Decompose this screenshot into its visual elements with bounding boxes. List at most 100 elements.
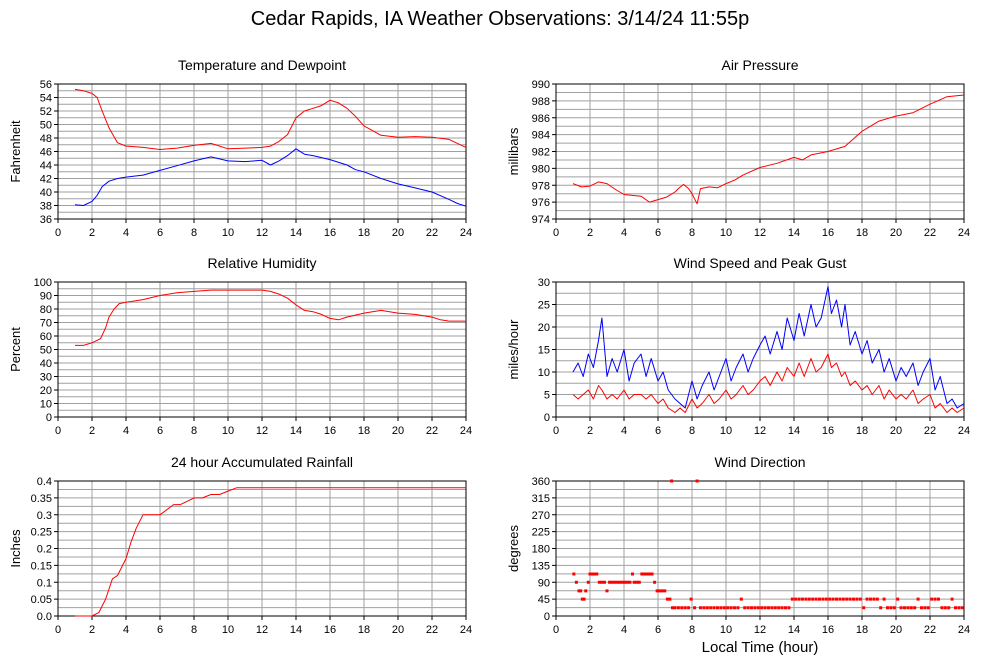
- data-point: [882, 597, 886, 601]
- page-title: Cedar Rapids, IA Weather Observations: 3…: [250, 8, 750, 30]
- data-point: [933, 597, 937, 601]
- data-point: [574, 580, 578, 584]
- x-tick-label: 4: [123, 624, 129, 636]
- x-tick-label: 16: [324, 624, 336, 636]
- data-point: [750, 606, 753, 610]
- x-tick-label: 2: [587, 624, 593, 636]
- y-tick-label: 90: [40, 291, 52, 303]
- y-tick-label: 60: [40, 331, 52, 343]
- x-tick-label: 18: [358, 425, 370, 437]
- y-tick-label: 0.4: [37, 476, 52, 488]
- x-tick-label: 18: [856, 624, 868, 636]
- data-point: [855, 597, 859, 601]
- data-point: [582, 597, 586, 601]
- y-axis-label: miles/hour: [506, 319, 521, 380]
- x-tick-label: 18: [856, 425, 868, 437]
- y-tick-label: 315: [532, 493, 550, 505]
- data-point: [642, 572, 646, 576]
- data-point: [610, 580, 614, 584]
- x-tick-label: 18: [358, 624, 370, 636]
- data-point: [926, 606, 930, 610]
- x-tick-label: 14: [788, 624, 800, 636]
- x-tick-label: 14: [290, 227, 302, 239]
- data-point: [923, 606, 927, 610]
- data-point: [886, 606, 889, 610]
- wind-direction-chart: 0 2 4 6 8 10 12 14 16 18 20 22 240459013518022527031…: [506, 454, 970, 636]
- data-point: [743, 606, 747, 610]
- x-tick-label: 8: [689, 227, 695, 239]
- data-point: [784, 606, 787, 610]
- data-point: [608, 580, 612, 584]
- x-tick-label: 10: [720, 425, 732, 437]
- x-tick-label: 4: [123, 227, 129, 239]
- y-tick-label: 984: [532, 130, 550, 142]
- data-point: [640, 572, 644, 576]
- data-point: [787, 606, 791, 610]
- x-tick-label: 24: [460, 425, 472, 437]
- data-point: [631, 572, 634, 576]
- series-line: [74, 148, 467, 207]
- data-point: [896, 597, 900, 601]
- x-tick-label: 24: [958, 227, 970, 239]
- x-tick-label: 14: [788, 227, 800, 239]
- x-tick-label: 2: [89, 624, 95, 636]
- data-point: [584, 589, 588, 593]
- data-point: [653, 580, 657, 584]
- data-point: [903, 606, 906, 610]
- data-point: [665, 597, 669, 601]
- data-point: [848, 597, 852, 601]
- x-tick-label: 0: [55, 227, 61, 239]
- data-point: [702, 606, 706, 610]
- x-tick-label: 16: [324, 425, 336, 437]
- data-point: [645, 572, 649, 576]
- data-point: [821, 597, 825, 601]
- y-tick-label: 42: [40, 174, 52, 186]
- y-tick-label: 0.25: [31, 527, 52, 539]
- data-point: [872, 597, 876, 601]
- data-point: [801, 597, 804, 601]
- chart-title: Air Pressure: [721, 57, 798, 73]
- data-point: [663, 589, 667, 593]
- x-tick-label: 8: [191, 425, 197, 437]
- data-point: [947, 606, 951, 610]
- x-tick-label: 22: [426, 624, 438, 636]
- data-point: [909, 606, 913, 610]
- x-tick-label: 10: [720, 227, 732, 239]
- data-point: [579, 589, 583, 593]
- y-tick-label: 10: [538, 367, 550, 379]
- y-tick-label: 46: [40, 147, 52, 159]
- data-point: [804, 597, 808, 601]
- data-point: [695, 479, 699, 483]
- data-point: [767, 606, 770, 610]
- y-tick-label: 0.0: [37, 611, 52, 623]
- x-tick-label: 18: [856, 227, 868, 239]
- data-point: [618, 580, 622, 584]
- x-tick-label: 22: [426, 227, 438, 239]
- x-tick-label: 22: [924, 425, 936, 437]
- y-tick-label: 30: [538, 277, 550, 289]
- data-point: [705, 606, 709, 610]
- data-point: [648, 572, 651, 576]
- y-tick-label: 10: [40, 399, 52, 411]
- chart-title: 24 hour Accumulated Rainfall: [171, 454, 353, 470]
- data-point: [719, 606, 723, 610]
- y-tick-label: 20: [538, 322, 550, 334]
- data-point: [615, 580, 619, 584]
- data-point: [777, 606, 781, 610]
- data-point: [716, 606, 719, 610]
- data-point: [628, 580, 632, 584]
- data-point: [597, 580, 601, 584]
- y-axis-label: millibars: [506, 127, 521, 175]
- data-point: [693, 606, 697, 610]
- x-tick-label: 6: [655, 624, 661, 636]
- chart-title: Relative Humidity: [208, 255, 317, 271]
- chart-title: Wind Speed and Peak Gust: [674, 255, 847, 271]
- data-point: [807, 597, 811, 601]
- x-tick-label: 16: [822, 227, 834, 239]
- x-tick-label: 22: [924, 227, 936, 239]
- data-point: [763, 606, 767, 610]
- y-tick-label: 5: [544, 390, 550, 402]
- y-tick-label: 38: [40, 201, 52, 213]
- y-tick-label: 0.15: [31, 560, 52, 572]
